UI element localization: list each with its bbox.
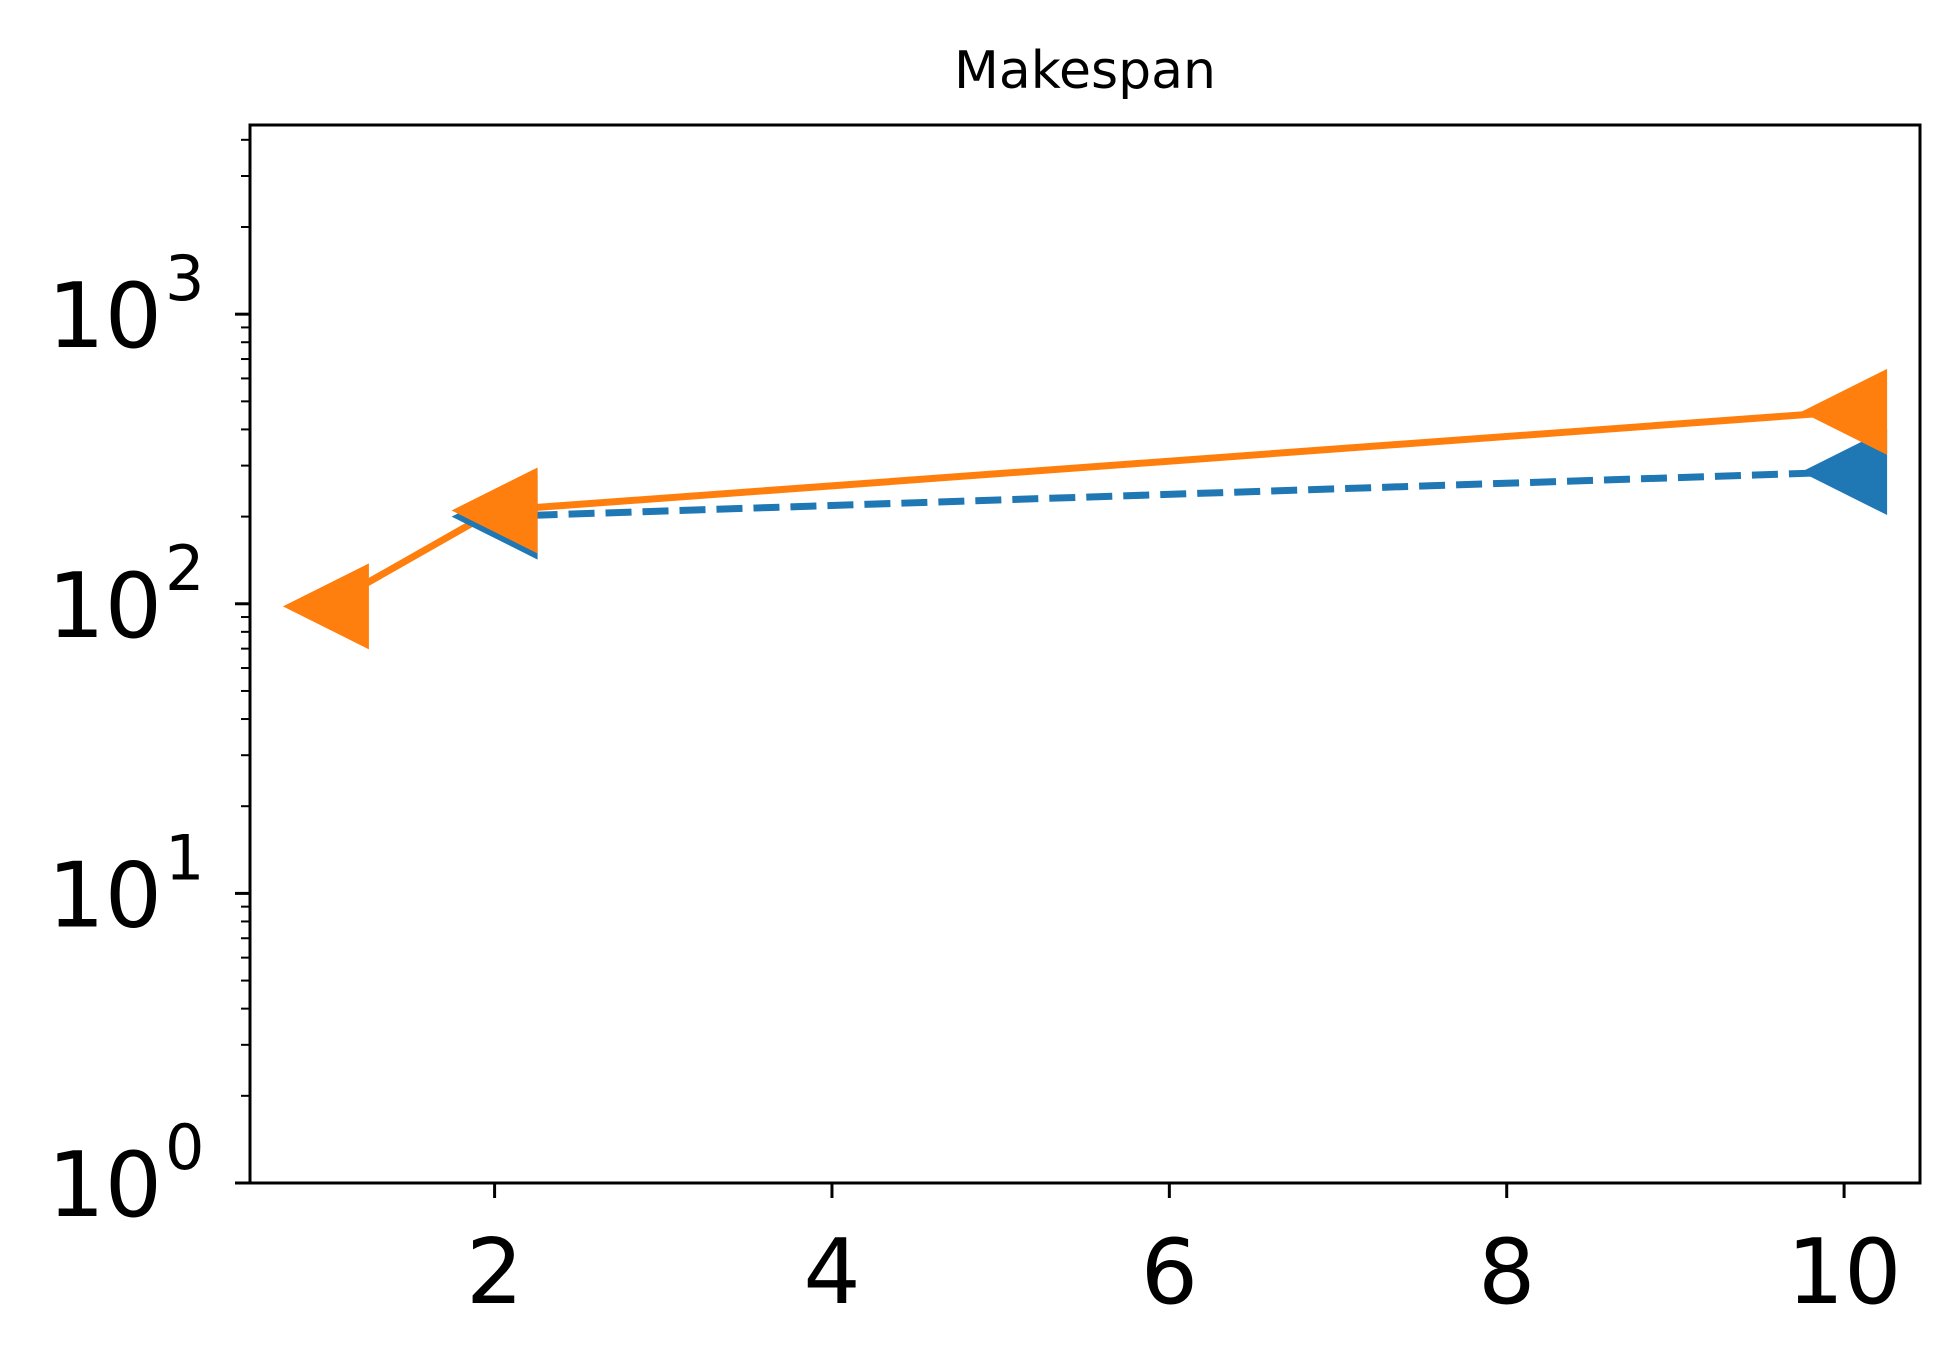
axes-frame [248,123,1922,1185]
x-tick-label: 8 [1478,1220,1535,1325]
y-tick-label: 10 [47,1133,162,1238]
series-2-point [282,563,369,650]
x-tick-label: 6 [1141,1220,1198,1325]
x-tick-label: 2 [466,1220,523,1325]
x-tick-label: 10 [1787,1220,1902,1325]
series-2-point [451,467,538,554]
y-tick-exponent: 2 [165,532,204,605]
x-tick-label: 4 [803,1220,860,1325]
series-1-point [1801,429,1888,516]
series-1-line [494,468,1845,521]
y-tick-label: 10 [47,264,162,369]
y-tick-label: 10 [47,843,162,948]
series-2-point [1801,368,1888,455]
chart-title: Makespan [954,41,1216,101]
y-tick-exponent: 0 [165,1111,204,1184]
y-tick-label: 10 [47,554,162,659]
y-tick-exponent: 3 [165,242,204,315]
y-tick-exponent: 1 [165,821,204,894]
